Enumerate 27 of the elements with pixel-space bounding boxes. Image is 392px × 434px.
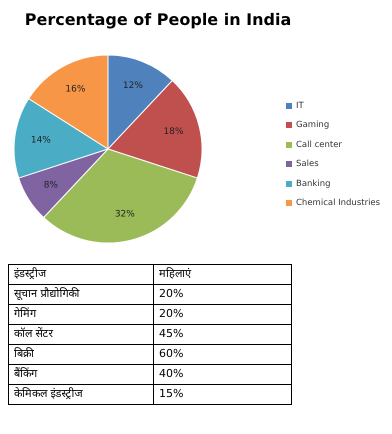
- text: इंडस्ट्रीज: [8, 264, 154, 284]
- data-label: 18%: [164, 127, 184, 138]
- legend-label: Sales: [296, 159, 319, 170]
- category-label: गेमिंग: [8, 304, 154, 324]
- data-label: 8%: [44, 180, 58, 190]
- category-label: बैंकिंग: [8, 364, 154, 384]
- data-label: 14%: [30, 136, 52, 146]
- data-label: 16%: [65, 84, 86, 95]
- chart-title: Percentage of People in India: [24, 9, 292, 29]
- category-label: सूचान प्रौद्योगिकी: [8, 284, 154, 304]
- legend-label: Gaming: [296, 120, 330, 130]
- legend-label: IT: [296, 100, 304, 111]
- legend-label: Chemical Industries: [296, 198, 380, 208]
- data-label: 32%: [114, 210, 136, 220]
- category-label: केमिकल इंडस्ट्रीज: [8, 384, 154, 404]
- text: महिलाएं: [154, 264, 292, 284]
- data-label: 20%: [154, 304, 292, 324]
- legend-label: Call center: [296, 140, 342, 150]
- data-label: 45%: [154, 324, 292, 344]
- data-label: 60%: [154, 344, 292, 364]
- legend-label: Banking: [296, 178, 330, 189]
- data-label: 15%: [154, 384, 292, 404]
- data-label: 12%: [122, 81, 144, 92]
- data-label: 40%: [154, 364, 292, 384]
- category-label: कॉल सेंटर: [8, 324, 154, 344]
- data-label: 20%: [154, 284, 292, 304]
- category-label: बिक्री: [8, 344, 154, 364]
